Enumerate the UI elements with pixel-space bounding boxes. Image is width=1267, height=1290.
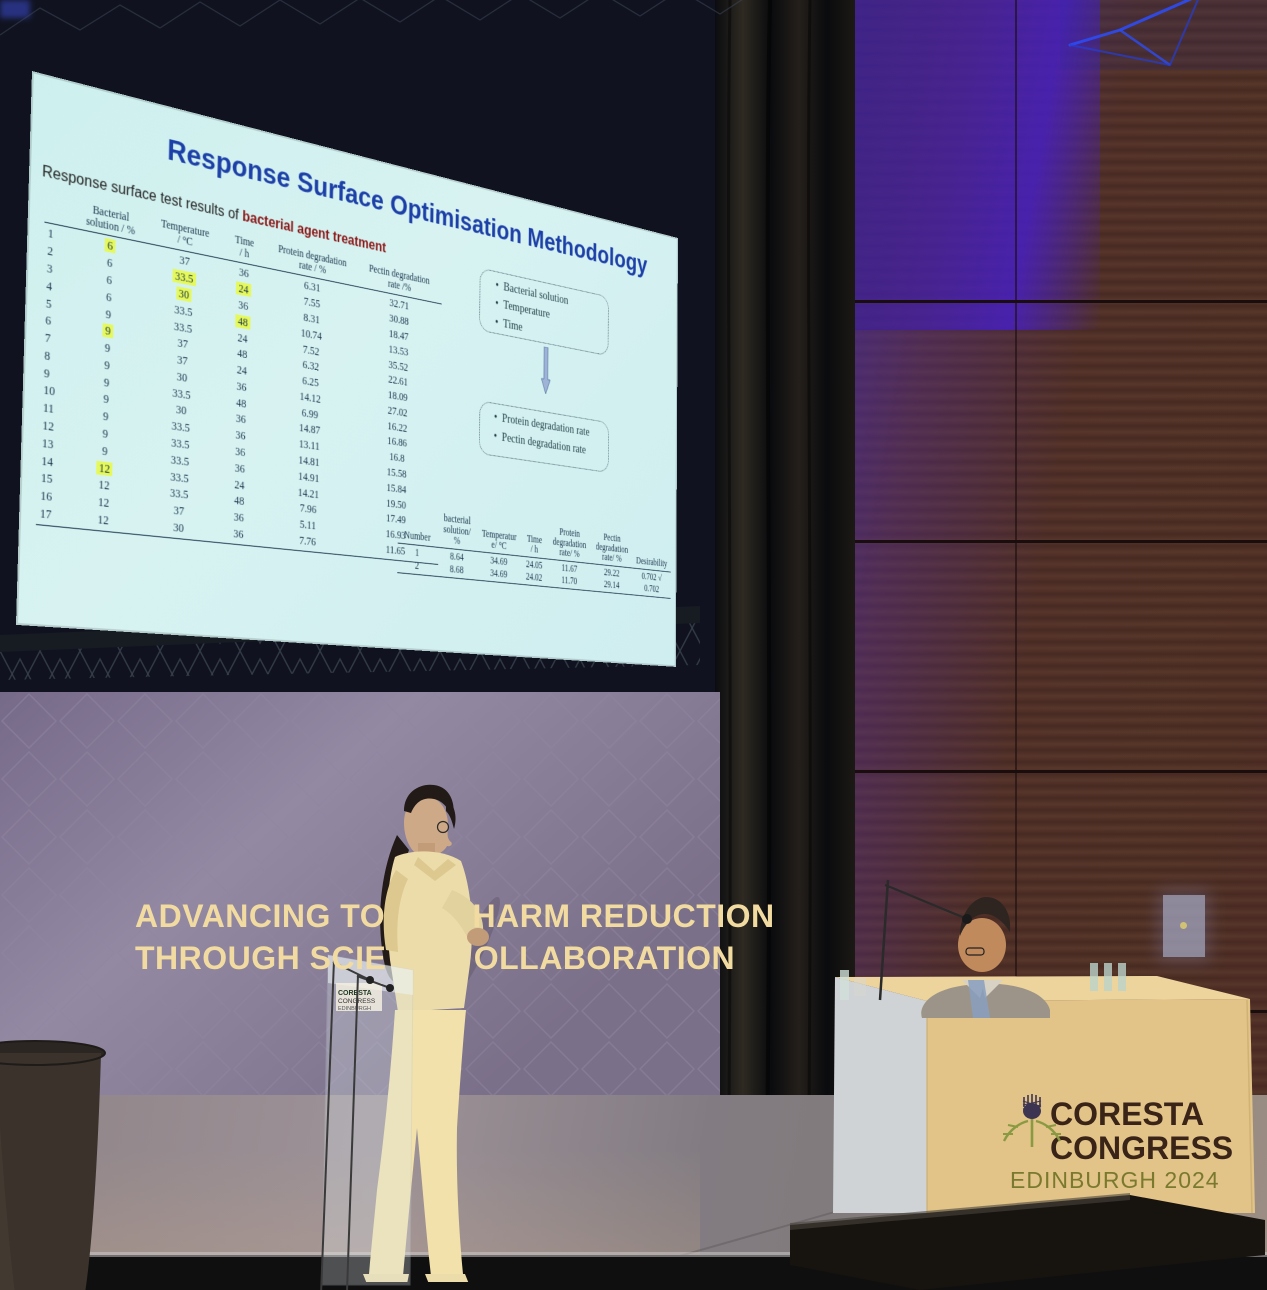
svg-text:CORESTA: CORESTA	[1050, 1096, 1204, 1132]
svg-text:CONGRESS: CONGRESS	[1050, 1130, 1233, 1166]
